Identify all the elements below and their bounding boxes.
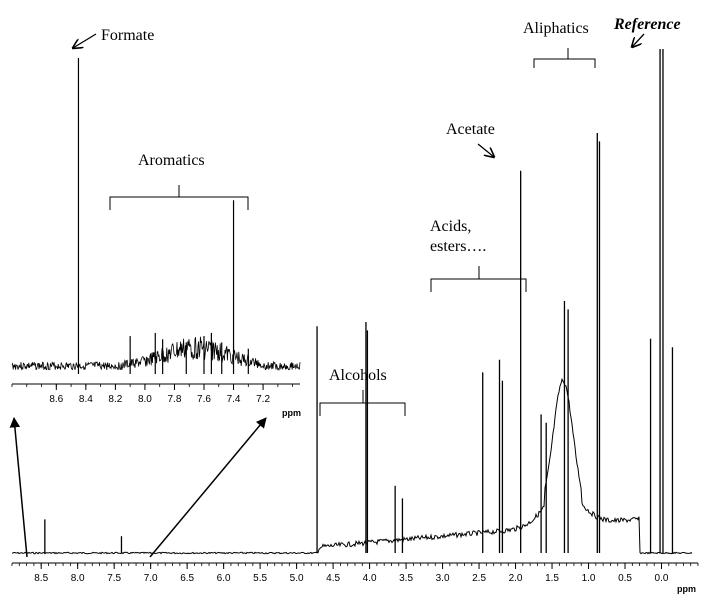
main-tick-label: 5.0 [290, 573, 304, 584]
formate-label: Formate [101, 27, 154, 44]
alcohols-label: Alcohols [329, 367, 387, 384]
inset-tick-label: 7.4 [227, 394, 241, 405]
inset-tick-label: 8.6 [49, 394, 63, 405]
inset-spectrum-trace [11, 336, 301, 372]
alcohols-bracket [319, 390, 406, 416]
inset-tick-label: 7.2 [256, 394, 270, 405]
aliphatics-label: Aliphatics [523, 20, 589, 37]
reference-label: Reference [613, 16, 681, 33]
main-tick-label: 0.0 [655, 573, 669, 584]
acids-bracket [430, 266, 527, 292]
main-tick-label: 6.5 [180, 573, 194, 584]
reference-arrow [632, 33, 645, 47]
acetate-label: Acetate [446, 121, 495, 138]
main-tick-label: 7.5 [107, 573, 121, 584]
main-tick-label: 5.5 [253, 573, 267, 584]
acids-label-line2: esters…. [430, 238, 486, 255]
main-spectrum: 8.5 8.0 7.5 7.0 6.5 6.0 5.5 5.0 4.5 4.0 3.5 3.0 2.5 2… [11, 49, 699, 594]
inset-tick-label: 7.8 [168, 394, 182, 405]
main-tick-label: 8.5 [34, 573, 48, 584]
inset-tick-label: 7.6 [197, 394, 211, 405]
main-tick-label: 7.0 [144, 573, 158, 584]
main-peak-marks [44, 49, 674, 553]
main-spectrum-trace [11, 377, 693, 555]
main-tick-label: 8.0 [71, 573, 85, 584]
inset-tick-label: 8.0 [138, 394, 152, 405]
inset-tick-label: 8.4 [79, 394, 93, 405]
main-tick-label: 6.0 [217, 573, 231, 584]
main-tick-label: 2.0 [509, 573, 523, 584]
zoom-connector-right [149, 417, 267, 558]
main-tick-label: 4.0 [363, 573, 377, 584]
aromatics-bracket [109, 185, 249, 210]
main-tick-label: 1.5 [545, 573, 559, 584]
inset-x-ticks: 8.6 8.4 8.2 8.0 7.8 7.6 7.4 7.2 [11, 384, 294, 405]
main-tick-label: 4.5 [326, 573, 340, 584]
main-x-ticks: 8.5 8.0 7.5 7.0 6.5 6.0 5.5 5.0 4.5 4.0 3.5 3.0 2.5 2… [11, 563, 699, 584]
main-tick-label: 2.5 [472, 573, 486, 584]
main-tick-label: 1.0 [582, 573, 596, 584]
main-tick-label: 3.0 [436, 573, 450, 584]
main-x-axis-unit: ppm [677, 584, 696, 594]
inset-peak-marks [77, 58, 249, 374]
aliphatics-bracket [533, 48, 596, 68]
inset-x-axis-unit: ppm [282, 408, 301, 418]
aromatics-label: Aromatics [138, 152, 205, 169]
inset-tick-label: 8.2 [108, 394, 122, 405]
main-tick-label: 0.5 [618, 573, 632, 584]
acetate-arrow [477, 143, 494, 157]
formate-arrow [73, 33, 97, 48]
main-tick-label: 3.5 [399, 573, 413, 584]
annotations: Formate Aromatics Alcohols Acids, esters… [73, 16, 681, 416]
inset-spectrum: 8.6 8.4 8.2 8.0 7.8 7.6 7.4 7.2 ppm [11, 58, 301, 418]
zoom-connector-left [9, 416, 28, 558]
acids-label-line1: Acids, [430, 218, 471, 235]
